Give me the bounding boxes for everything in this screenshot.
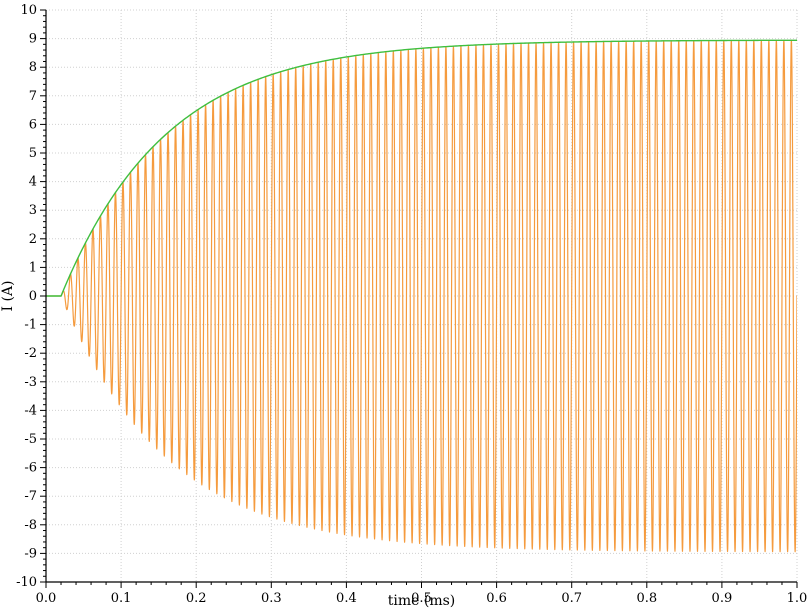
y-tick-label: 8 bbox=[29, 60, 37, 75]
x-tick-label: 0.7 bbox=[561, 591, 582, 606]
y-tick-label: -3 bbox=[24, 375, 37, 390]
y-tick-label: 2 bbox=[29, 232, 37, 247]
x-axis-label: time (ms) bbox=[388, 593, 456, 609]
x-tick-label: 0.9 bbox=[712, 591, 733, 606]
y-tick-label: 1 bbox=[29, 260, 37, 275]
x-tick-label: 0.2 bbox=[186, 591, 207, 606]
y-axis-label: I (A) bbox=[0, 280, 16, 311]
y-tick-label: 0 bbox=[29, 289, 37, 304]
x-tick-label: 0.8 bbox=[636, 591, 657, 606]
y-tick-label: -1 bbox=[24, 318, 37, 333]
y-tick-label: 9 bbox=[29, 32, 37, 47]
y-tick-label: 7 bbox=[29, 89, 37, 104]
y-tick-label: -2 bbox=[24, 346, 37, 361]
x-tick-label: 0.0 bbox=[36, 591, 57, 606]
y-tick-label: 6 bbox=[29, 117, 37, 132]
x-tick-label: 1.0 bbox=[787, 591, 807, 606]
y-tick-label: -6 bbox=[24, 461, 37, 476]
x-tick-label: 0.6 bbox=[486, 591, 507, 606]
y-tick-label: 3 bbox=[29, 203, 37, 218]
y-tick-label: -7 bbox=[24, 489, 37, 504]
y-tick-label: 5 bbox=[29, 146, 37, 161]
y-tick-label: -10 bbox=[16, 575, 37, 590]
x-tick-label: 0.3 bbox=[261, 591, 282, 606]
y-tick-label: -5 bbox=[24, 432, 37, 447]
y-tick-label: -4 bbox=[24, 403, 37, 418]
y-tick-label: -9 bbox=[24, 546, 37, 561]
y-tick-label: 4 bbox=[29, 175, 37, 190]
x-tick-label: 0.4 bbox=[336, 591, 357, 606]
x-tick-label: 0.1 bbox=[111, 591, 132, 606]
chart-container: 0.00.10.20.30.40.50.60.70.80.91.0-10-9-8… bbox=[0, 0, 807, 611]
chart-svg: 0.00.10.20.30.40.50.60.70.80.91.0-10-9-8… bbox=[0, 0, 807, 611]
y-tick-label: -8 bbox=[24, 518, 37, 533]
y-tick-label: 10 bbox=[20, 3, 37, 18]
